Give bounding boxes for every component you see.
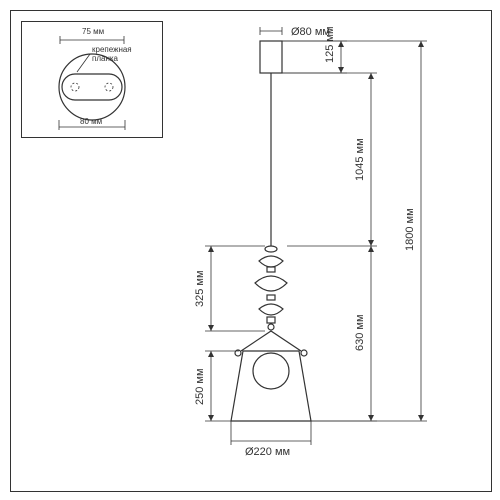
shade-dia-label: Ø220 мм <box>245 446 290 458</box>
diagram-frame: 75 мм крепежная планка 80 мм Ø80 мм <box>10 10 492 492</box>
fixture-h-label: 630 мм <box>354 314 366 351</box>
canopy-h-label: 125 мм <box>324 26 336 63</box>
main-svg: Ø80 мм Ø220 мм <box>11 11 491 491</box>
total-h-label: 1800 мм <box>404 208 416 251</box>
stem-h-label: 325 мм <box>194 270 206 307</box>
cord-len-label: 1045 мм <box>354 138 366 181</box>
shade-h-label: 250 мм <box>194 368 206 405</box>
